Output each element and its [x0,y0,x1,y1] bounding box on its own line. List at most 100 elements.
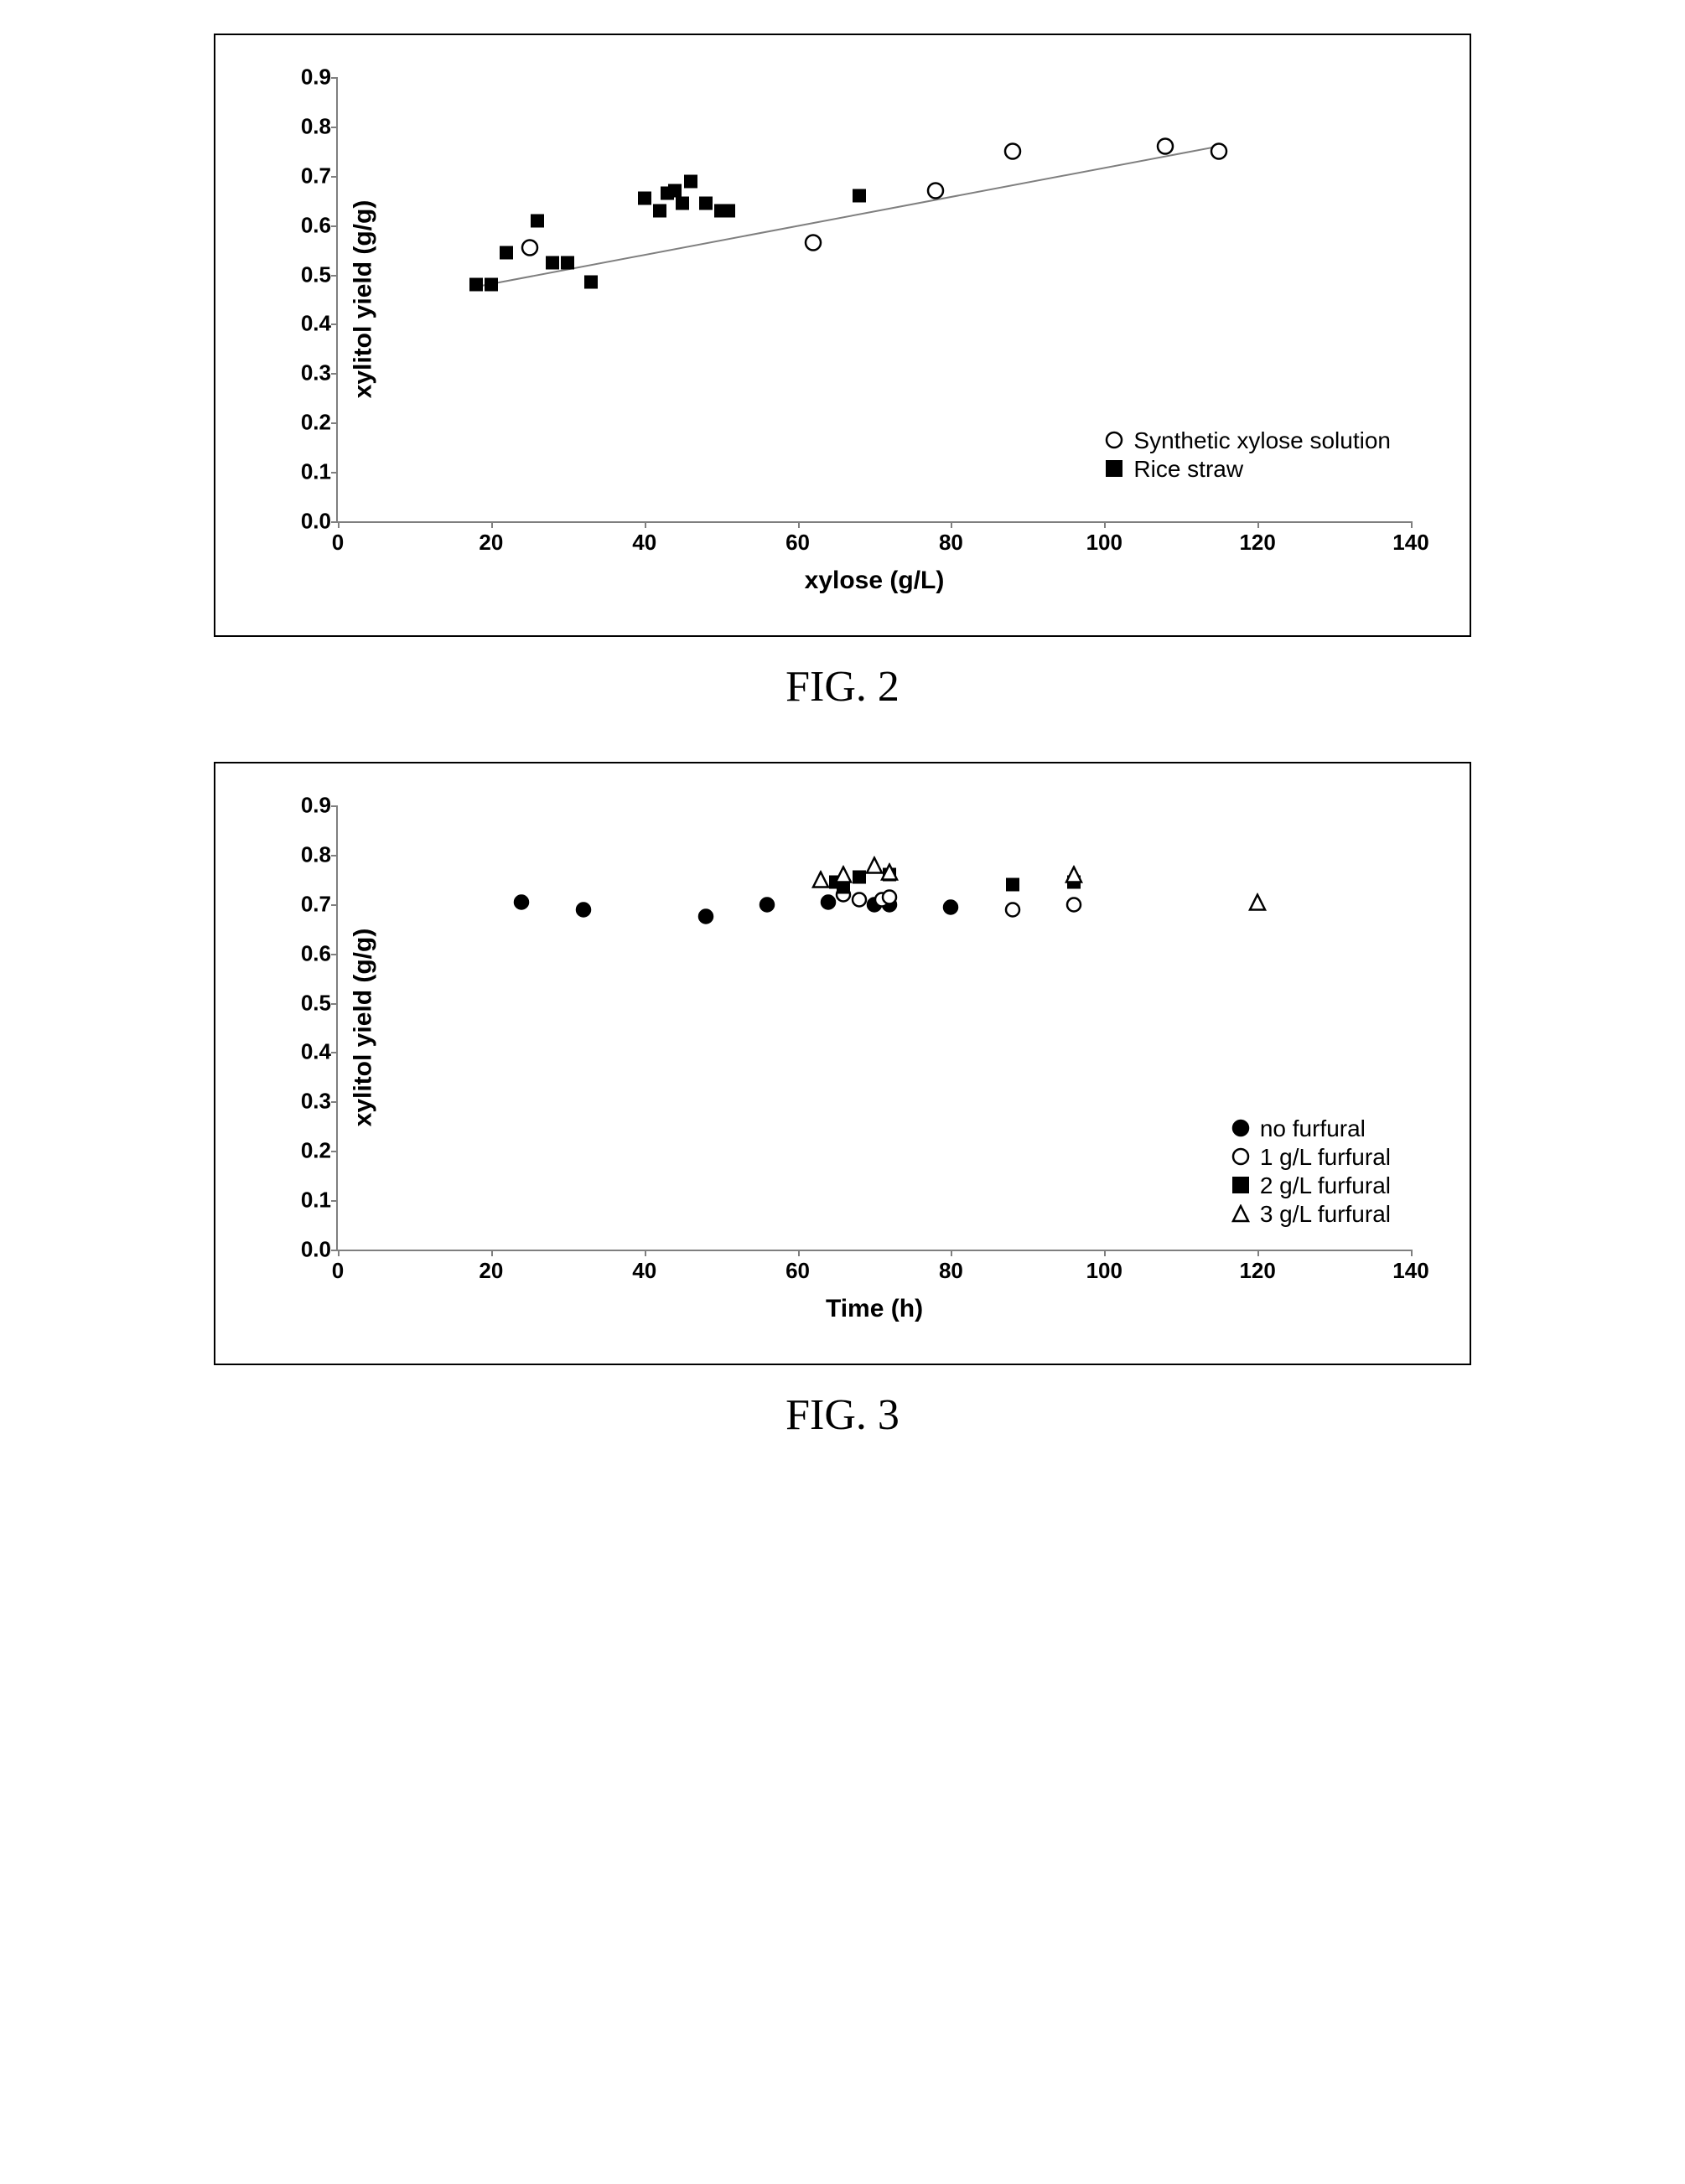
fig3-y-tick-label: 0.5 [301,990,338,1016]
fig2-x-tick-label: 120 [1239,521,1275,556]
fig2-y-tick-label: 0.5 [301,261,338,287]
fig2-legend: Synthetic xylose solutionRice straw [1102,422,1394,488]
fig3-y-tick-label: 0.7 [301,891,338,917]
fig3-point [834,866,853,888]
fig3-x-axis-label: Time (h) [826,1250,923,1323]
fig3-legend-label: no furfural [1260,1115,1366,1142]
fig2-x-tick-label: 100 [1086,521,1122,556]
fig2-y-tick-label: 0.1 [301,459,338,485]
fig3-x-tick-label: 20 [479,1250,503,1284]
fig2-x-tick-label: 20 [479,521,503,556]
fig2-chart-frame: xylitol yield (g/g) xylose (g/L) Synthet… [214,34,1471,637]
fig2-point [530,213,545,232]
fig2-point [804,234,822,256]
fig2-legend-item: Synthetic xylose solution [1105,427,1391,454]
fig2-x-axis-label: xylose (g/L) [805,521,945,595]
fig2-point [499,246,514,265]
fig2-y-tick-label: 0.4 [301,311,338,337]
fig3-x-tick-label: 140 [1392,1250,1428,1284]
fig3-legend-label: 3 g/L furfural [1260,1201,1391,1228]
fig2-point [1210,142,1228,165]
fig2-point [683,173,698,193]
fig3-legend-marker-icon [1231,1147,1252,1167]
fig3-point [1248,893,1267,915]
fig2-y-tick-label: 0.2 [301,410,338,436]
fig2-point [652,203,667,222]
fig3-point [1065,896,1082,917]
fig3-point [513,893,530,914]
fig3-point [820,893,837,914]
fig2-point [583,275,599,294]
fig2-y-axis-label: xylitol yield (g/g) [349,200,377,399]
fig3-point [1005,877,1020,897]
fig3-y-axis-label: xylitol yield (g/g) [349,929,377,1127]
fig3-y-tick-label: 0.1 [301,1188,338,1214]
fig3-legend-marker-icon [1231,1119,1252,1139]
fig3-x-tick-label: 40 [632,1250,656,1284]
fig3-chart-frame: xylitol yield (g/g) Time (h) no furfural… [214,762,1471,1365]
fig2-point [1156,137,1174,160]
fig2-point [521,239,539,261]
fig2-point [484,277,499,297]
fig2-point [637,191,652,210]
fig2-point [926,182,945,204]
fig2-point [675,196,690,215]
fig3-point [880,863,899,886]
fig3-point [852,870,867,889]
fig3-x-tick-label: 100 [1086,1250,1122,1284]
fig2-x-tick-label: 140 [1392,521,1428,556]
fig2-legend-marker-icon [1105,431,1125,451]
fig2-chart-inner: xylitol yield (g/g) xylose (g/L) Synthet… [236,69,1419,615]
fig3-point [851,891,868,912]
fig3-y-tick-label: 0.9 [301,793,338,819]
fig2-x-tick-label: 0 [332,521,344,556]
fig2-caption: FIG. 2 [785,662,900,712]
fig2-legend-label: Synthetic xylose solution [1133,427,1391,454]
fig3-legend-item: no furfural [1231,1115,1391,1142]
fig3-point [1004,901,1021,922]
fig3-x-tick-label: 0 [332,1250,344,1284]
fig3-chart-inner: xylitol yield (g/g) Time (h) no furfural… [236,797,1419,1343]
fig2-y-tick-label: 0.3 [301,360,338,386]
fig3-caption: FIG. 3 [785,1390,900,1440]
fig3-y-tick-label: 0.3 [301,1089,338,1115]
fig2-x-tick-label: 80 [939,521,963,556]
fig3-x-tick-label: 80 [939,1250,963,1284]
fig2-legend-marker-icon [1105,459,1125,479]
fig3-y-tick-label: 0.2 [301,1138,338,1164]
fig3-legend-marker-icon [1231,1176,1252,1196]
fig3-legend-marker-icon [1231,1204,1252,1224]
fig3-point [759,896,775,917]
fig3-x-tick-label: 120 [1239,1250,1275,1284]
fig2-point [852,189,867,208]
fig2-y-tick-label: 0.8 [301,113,338,139]
fig3-point [697,908,714,929]
fig2-plot-area: xylitol yield (g/g) xylose (g/L) Synthet… [336,77,1411,523]
fig2-legend-item: Rice straw [1105,456,1391,483]
fig3-legend-item: 1 g/L furfural [1231,1144,1391,1171]
fig3-point [881,888,898,909]
fig2-x-tick-label: 40 [632,521,656,556]
fig2-point [560,255,575,274]
fig3-x-tick-label: 60 [785,1250,810,1284]
fig2-point [721,203,736,222]
figure-2: xylitol yield (g/g) xylose (g/L) Synthet… [34,34,1651,712]
fig2-point [469,277,484,297]
fig2-legend-label: Rice straw [1133,456,1243,483]
fig2-point [698,196,713,215]
fig3-point [811,871,830,893]
fig2-y-tick-label: 0.9 [301,65,338,91]
fig3-legend-label: 2 g/L furfural [1260,1172,1391,1199]
fig3-y-tick-label: 0.8 [301,841,338,867]
fig3-legend-label: 1 g/L furfural [1260,1144,1391,1171]
fig3-legend: no furfural1 g/L furfural2 g/L furfural3… [1228,1110,1394,1233]
fig2-y-tick-label: 0.6 [301,212,338,238]
fig3-point [1065,866,1083,888]
fig3-plot-area: xylitol yield (g/g) Time (h) no furfural… [336,805,1411,1251]
fig3-point [575,901,592,922]
fig3-y-tick-label: 0.4 [301,1039,338,1065]
fig3-y-tick-label: 0.6 [301,940,338,966]
fig2-x-tick-label: 60 [785,521,810,556]
fig2-y-tick-label: 0.7 [301,163,338,189]
fig3-point [942,898,959,919]
